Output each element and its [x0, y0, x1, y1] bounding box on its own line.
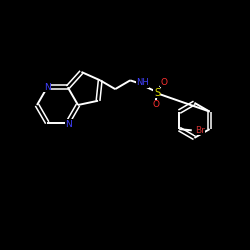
- Text: N: N: [44, 83, 51, 92]
- Text: Br: Br: [195, 126, 205, 135]
- Text: O: O: [152, 100, 159, 109]
- Text: NH: NH: [136, 78, 149, 87]
- Text: N: N: [66, 120, 72, 128]
- Text: S: S: [154, 88, 160, 98]
- Text: O: O: [160, 78, 168, 87]
